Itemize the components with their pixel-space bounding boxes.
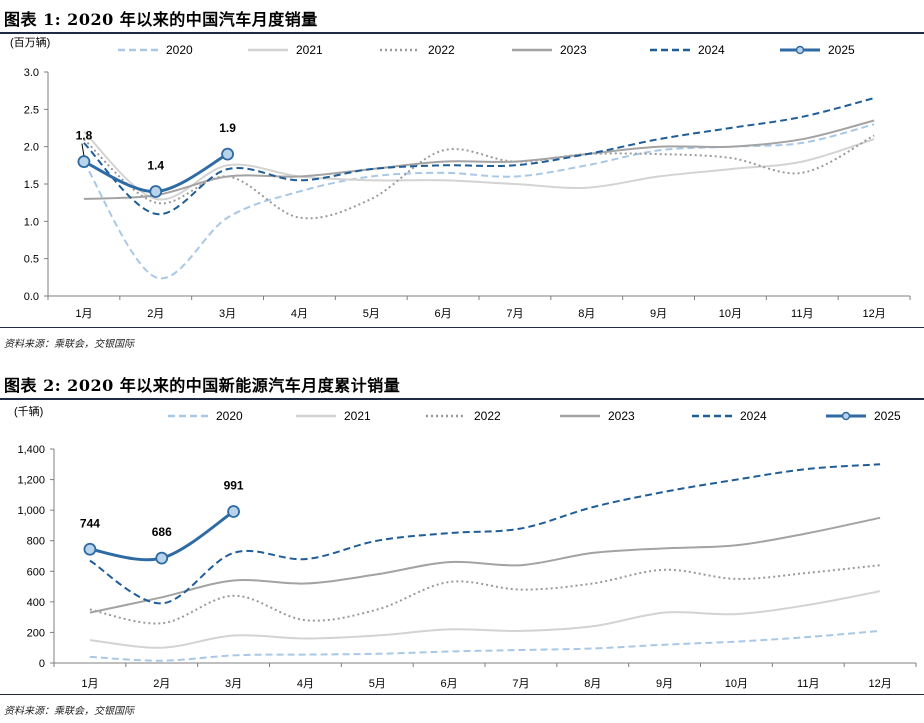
chart2-legend-marker-2025 [841,411,851,421]
chart2-legend-label-2024: 2024 [740,409,767,423]
chart2-series-2024-line [89,463,881,605]
chart2-series-2021-line [89,590,881,649]
chart1-x-tick-label: 10月 [719,308,742,320]
chart1-legend-marker-2025 [795,45,805,55]
chart2-legend-label-2021: 2021 [344,409,371,423]
chart2-x-tick-label: 8月 [584,678,601,690]
chart2-point-2025-3月 [227,505,240,518]
chart2-x-tick-label: 6月 [441,678,458,690]
chart2-x-tick-label: 2月 [153,678,170,690]
chart2-x-tick-label: 12月 [868,678,891,690]
chart2-top-rule [0,398,924,400]
chart1-x-tick-label: 3月 [219,308,236,320]
chart2-legend-label-2022: 2022 [474,409,501,423]
chart1-x-tick-label: 2月 [147,308,164,320]
chart2-x-tick-label: 11月 [797,678,819,690]
chart2-series-2023-line [89,516,881,614]
chart1-point-2025-2月 [149,185,163,198]
chart1-x-tick-label: 6月 [435,308,452,320]
chart1-legend-label-2024: 2024 [698,43,725,57]
chart2-x-tick-label: 5月 [369,678,386,690]
chart1-x-tick-label: 11月 [791,308,813,320]
chart2-y-tick-label: 800 [27,536,45,548]
chart2-series-2020-line [89,629,881,662]
chart2-y-tick-label: 1,400 [17,444,45,456]
chart1-y-unit-label: (百万辆) [10,35,50,49]
chart2-y-tick-label: 1,200 [17,475,45,487]
chart1-bottom-rule [0,327,924,328]
chart1-data-label: 1.9 [219,121,236,135]
chart1-y-tick-label: 3.0 [24,67,39,79]
chart1-top-rule [0,32,924,34]
chart2-legend-label-2023: 2023 [608,409,635,423]
chart2-y-tick-label: 600 [27,566,45,578]
chart1-y-tick-label: 0.5 [24,254,39,266]
chart2-x-tick-label: 9月 [656,678,673,690]
chart1-source: 资料来源：乘联会，交银国际 [4,339,134,350]
chart2-y-tick-label: 400 [27,597,45,609]
chart1-x-tick-label: 1月 [75,308,92,320]
chart1-title: 图表 1: 2020 年以来的中国汽车月度销量 [4,10,318,29]
chart1-data-label: 1.8 [76,129,93,143]
chart2-bottom-rule [0,694,924,695]
chart2-data-label: 991 [224,479,244,493]
chart2-x-tick-label: 4月 [297,678,314,690]
chart1-point-2025-1月 [77,155,91,169]
chart1-y-tick-label: 1.0 [24,216,39,228]
chart1-legend-label-2023: 2023 [560,43,587,57]
chart1-x-tick-label: 4月 [291,308,308,320]
chart2-data-label: 744 [80,516,100,530]
chart2-x-tick-label: 10月 [725,678,748,690]
chart1-y-tick-label: 2.5 [24,104,39,116]
chart1-point-2025-3月 [221,147,234,161]
chart1-y-tick-label: 0.0 [24,291,39,303]
chart1-legend-label-2020: 2020 [166,43,193,57]
chart2-y-tick-label: 0 [39,658,45,670]
chart2-title: 图表 2: 2020 年以来的中国新能源汽车月度累计销量 [4,376,401,395]
chart2-series-2022-line [89,564,881,625]
chart2-y-tick-label: 1,000 [17,505,45,517]
chart1-legend-label-2025: 2025 [828,43,855,57]
chart1-series-2024-line [83,97,875,215]
chart1-y-tick-label: 2.0 [24,142,39,154]
chart1-legend-label-2022: 2022 [428,43,455,57]
chart2-source: 资料来源：乘联会，交银国际 [4,706,134,717]
chart1-x-tick-label: 5月 [363,308,380,320]
chart2-point-2025-2月 [155,551,169,565]
chart1-x-tick-label: 12月 [862,308,885,320]
chart2-x-tick-label: 3月 [225,678,242,690]
chart1-series-2023-line [83,119,875,200]
chart2-point-2025-1月 [83,542,97,556]
chart1-x-tick-label: 9月 [650,308,667,320]
chart1-series-2020-line [83,123,875,280]
chart1-data-label: 1.4 [147,158,164,172]
chart1-series-2021-line [83,130,875,201]
chart2-legend-label-2025: 2025 [874,409,901,423]
chart1-data-label-leader [81,143,85,156]
chart2-legend-label-2020: 2020 [216,409,243,423]
chart2-y-unit-label: (千辆) [14,404,43,418]
chart2-x-tick-label: 1月 [81,678,98,690]
chart2-data-label: 686 [152,525,172,539]
chart1-legend-label-2021: 2021 [296,43,323,57]
chart1-x-tick-label: 7月 [506,308,523,320]
chart2-y-tick-label: 200 [27,627,45,639]
chart1-x-tick-label: 8月 [578,308,595,320]
chart1-y-tick-label: 1.5 [24,179,39,191]
chart2-x-tick-label: 7月 [512,678,529,690]
